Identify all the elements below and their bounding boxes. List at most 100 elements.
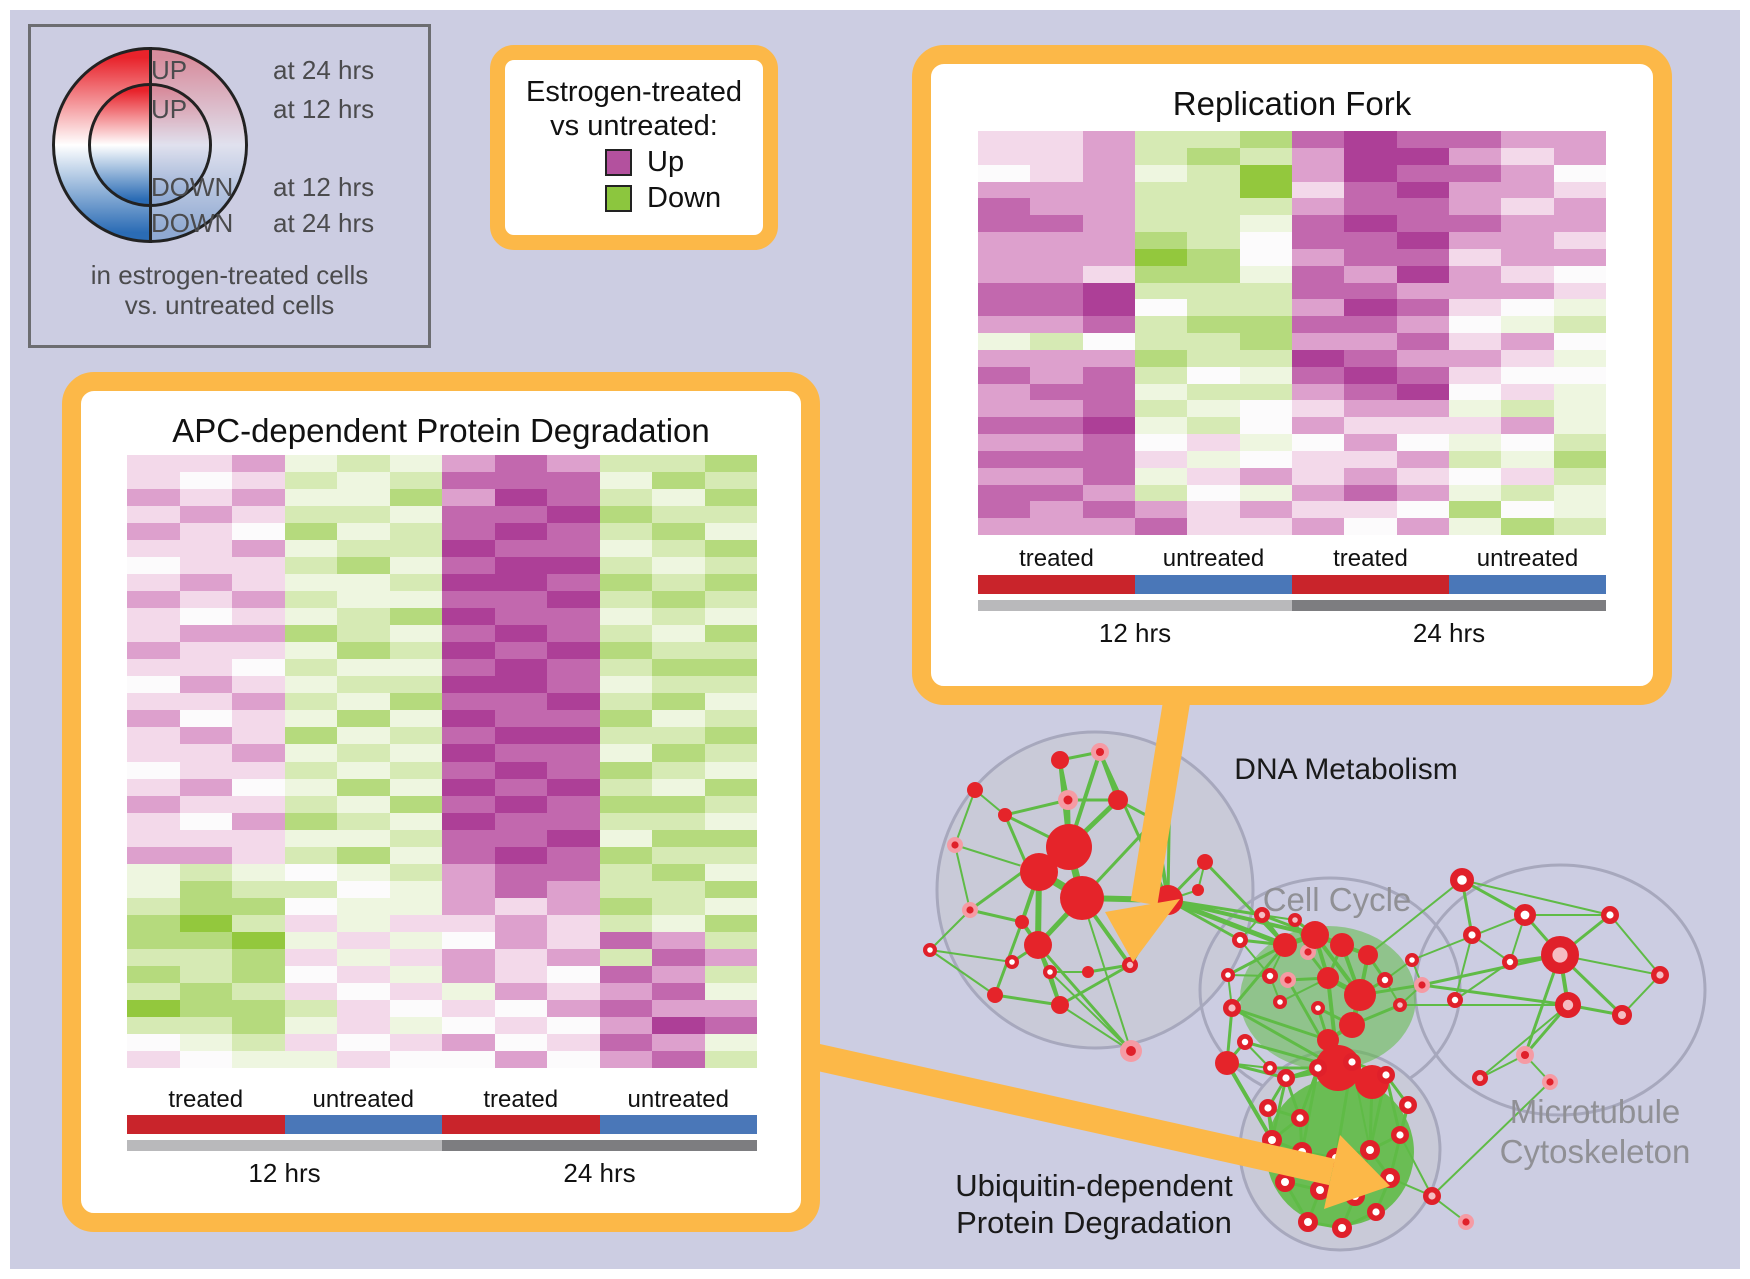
heatmap-cell bbox=[599, 778, 652, 796]
apc-condition-bar bbox=[127, 1115, 757, 1134]
heatmap-cell bbox=[599, 999, 652, 1017]
heatmap-cell bbox=[442, 676, 495, 694]
heatmap-cell bbox=[442, 1033, 495, 1051]
heatmap-cell bbox=[284, 795, 337, 813]
network-node-ring-white bbox=[1290, 1108, 1309, 1127]
heatmap-cell bbox=[442, 965, 495, 983]
network-node-ring-white bbox=[1232, 932, 1249, 949]
heatmap-cell bbox=[1134, 484, 1188, 502]
heatmap-cell bbox=[652, 931, 705, 949]
network-edge bbox=[1036, 944, 1133, 1052]
heatmap-cell bbox=[1187, 450, 1240, 468]
heatmap-cell bbox=[494, 557, 547, 575]
heatmap-cell bbox=[599, 608, 652, 626]
heatmap-cell bbox=[1187, 131, 1240, 148]
heatmap-cell bbox=[704, 880, 757, 898]
heatmap-cell bbox=[1448, 265, 1502, 283]
heatmap-cell bbox=[1082, 299, 1135, 317]
heatmap-cell bbox=[1030, 282, 1083, 300]
heatmap-cell bbox=[1344, 400, 1397, 418]
heatmap-cell bbox=[1448, 282, 1502, 300]
heatmap-cell bbox=[337, 812, 390, 830]
heatmap-cell bbox=[442, 489, 495, 507]
heatmap-cell bbox=[599, 659, 652, 677]
heatmap-cell bbox=[494, 846, 547, 864]
heatmap-cell bbox=[1187, 518, 1240, 535]
heatmap-cell bbox=[599, 455, 652, 473]
heatmap-cell bbox=[599, 931, 652, 949]
heatmap-cell bbox=[704, 846, 757, 864]
heatmap-cell bbox=[1448, 333, 1502, 350]
heatmap-cell bbox=[337, 608, 390, 626]
heatmap-cell bbox=[704, 965, 757, 983]
heatmap-cell bbox=[442, 625, 495, 643]
heatmap-cell bbox=[599, 744, 652, 762]
heatmap-cell bbox=[442, 727, 495, 745]
up-label: Up bbox=[647, 146, 685, 178]
network-edge bbox=[1003, 814, 1030, 869]
heatmap-cell bbox=[1291, 333, 1345, 350]
network-node-ring-white bbox=[1600, 906, 1619, 925]
network-edge bbox=[1270, 1077, 1288, 1141]
network-node-core bbox=[1418, 981, 1426, 989]
heatmap-cell bbox=[1344, 299, 1397, 317]
heatmap-cell bbox=[704, 744, 757, 762]
heatmap-cell bbox=[389, 1033, 442, 1051]
heatmap-cell bbox=[704, 948, 757, 966]
network-node-solid bbox=[1020, 853, 1058, 891]
heatmap-cell bbox=[1187, 164, 1240, 182]
heatmap-cell bbox=[704, 676, 757, 694]
heatmap-cell bbox=[1553, 501, 1606, 519]
heatmap-cell bbox=[1239, 198, 1292, 216]
heatmap-cell bbox=[1187, 181, 1240, 199]
heatmap-cell bbox=[337, 727, 390, 745]
heatmap-cell bbox=[1134, 215, 1188, 232]
heatmap-cell bbox=[442, 914, 495, 932]
heatmap-cell bbox=[127, 523, 180, 541]
heatmap-cell bbox=[547, 489, 600, 507]
heatmap-cell bbox=[1291, 299, 1345, 317]
heatmap-cell bbox=[599, 523, 652, 541]
ring-row-dir: UP bbox=[151, 55, 188, 85]
heatmap-cell bbox=[599, 574, 652, 592]
network-node-ring-pink bbox=[1612, 1005, 1632, 1025]
heatmap-cell bbox=[1344, 383, 1397, 401]
heatmap-cell bbox=[1239, 232, 1292, 249]
heatmap-cell bbox=[1030, 383, 1083, 401]
heatmap-cell bbox=[1553, 450, 1606, 468]
heatmap-cell bbox=[389, 982, 442, 1000]
heatmap-cell bbox=[1501, 215, 1554, 232]
heatmap-cell bbox=[704, 829, 757, 847]
treated-bar-segment bbox=[978, 575, 1135, 594]
heatmap-cell bbox=[1134, 366, 1188, 384]
heatmap-cell bbox=[599, 506, 652, 524]
heatmap-cell bbox=[1239, 484, 1292, 502]
apc-title: APC-dependent Protein Degradation bbox=[172, 412, 710, 449]
heatmap-cell bbox=[494, 710, 547, 728]
heatmap-cell bbox=[284, 744, 337, 762]
heatmap-cell bbox=[389, 965, 442, 983]
heatmap-cell bbox=[284, 863, 337, 881]
heatmap-cell bbox=[284, 625, 337, 643]
ring-row-time: at 12 hrs bbox=[273, 172, 375, 202]
heatmap-cell bbox=[284, 676, 337, 694]
heatmap-cell bbox=[1239, 383, 1292, 401]
heatmap-cell bbox=[599, 1033, 652, 1051]
heatmap-cell bbox=[1501, 366, 1554, 384]
network-node-ring-pink bbox=[1650, 966, 1669, 985]
heatmap-cell bbox=[704, 897, 757, 915]
network-node-core bbox=[951, 841, 959, 849]
heatmap-cell bbox=[389, 778, 442, 796]
heatmap-cell bbox=[232, 1016, 285, 1034]
heatmap-cell bbox=[1082, 434, 1135, 451]
heatmap-cell bbox=[284, 965, 337, 983]
heatmap-cell bbox=[1344, 248, 1397, 266]
heatmap-cell bbox=[1187, 299, 1240, 317]
rf-group-labels: treated untreated treated untreated bbox=[978, 545, 1606, 573]
heatmap-cell bbox=[978, 232, 1031, 249]
heatmap-cell bbox=[1501, 518, 1554, 535]
heatmap-cell bbox=[1291, 316, 1345, 333]
heatmap-cell bbox=[1030, 316, 1083, 333]
heatmap-cell bbox=[978, 349, 1031, 367]
heatmap-cell bbox=[1134, 349, 1188, 367]
